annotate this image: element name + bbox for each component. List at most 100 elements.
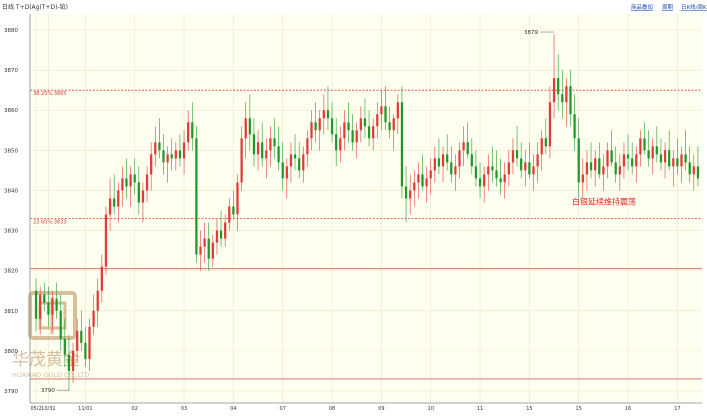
- candle-body: [92, 310, 95, 327]
- candle-body: [59, 310, 62, 339]
- candle-body: [499, 178, 502, 183]
- candle-body: [688, 162, 691, 175]
- candle-body: [536, 154, 539, 167]
- candle-body: [215, 230, 219, 243]
- candle-body: [182, 142, 186, 159]
- candle-body: [351, 130, 354, 143]
- candle-body: [680, 154, 683, 167]
- candle-body: [610, 150, 613, 163]
- candle-body: [191, 122, 194, 139]
- candle-body: [187, 122, 190, 143]
- candle-body: [585, 162, 589, 175]
- candle-body: [651, 146, 654, 159]
- candle-body: [141, 190, 145, 203]
- candle-body: [367, 126, 371, 139]
- candle-body: [413, 182, 416, 191]
- candle-body: [635, 154, 638, 167]
- candle-body: [643, 138, 646, 151]
- candle-body: [639, 138, 642, 155]
- y-tick-label: 3840: [4, 188, 18, 194]
- candle-body: [655, 146, 658, 155]
- candle-body: [466, 142, 469, 155]
- candle-body: [388, 122, 391, 131]
- candle-body: [380, 106, 383, 115]
- candle-body: [487, 166, 490, 175]
- candle-body: [330, 118, 334, 135]
- candle-body: [548, 102, 552, 147]
- candle-body: [339, 138, 342, 151]
- header-link[interactable]: 周期: [662, 4, 674, 11]
- candle-body: [569, 86, 572, 115]
- candle-body: [343, 122, 346, 139]
- candle-body: [425, 178, 428, 187]
- watermark-brand-en: HUAMAO GOLD CO.,LTD: [12, 371, 89, 379]
- candle-body: [684, 154, 687, 163]
- candle-body: [145, 174, 149, 191]
- x-tick-label: 10/31: [41, 406, 55, 412]
- candle-body: [113, 198, 116, 207]
- candle-body: [594, 158, 597, 171]
- candle-body: [224, 222, 227, 239]
- candle-body: [359, 118, 362, 131]
- y-tick-label: 3880: [4, 28, 18, 34]
- candle-body: [55, 298, 58, 311]
- y-tick-label: 3860: [4, 108, 18, 114]
- candle-body: [622, 154, 626, 167]
- candle-body: [166, 154, 169, 163]
- candle-body: [71, 350, 75, 371]
- header-link[interactable]: 日K线/周K线: [681, 3, 707, 11]
- candle-body: [306, 138, 309, 155]
- y-tick-label: 3850: [4, 148, 18, 154]
- candle-body: [631, 158, 634, 167]
- candle-body: [561, 94, 564, 103]
- candle-body: [376, 114, 379, 127]
- candle-body: [277, 146, 280, 163]
- candle-body: [557, 78, 560, 95]
- candle-body: [355, 130, 358, 143]
- candle-body: [532, 166, 535, 175]
- x-axis: 05/210/3111/0102030407080910111515161718…: [30, 406, 680, 412]
- header-link[interactable]: 商品叠加: [631, 3, 653, 11]
- y-tick-label: 3820: [4, 269, 18, 275]
- annotations: 3879 3790 白银延续维持震荡: [41, 30, 636, 394]
- candle-body: [137, 182, 140, 203]
- candle-body: [195, 138, 198, 255]
- candle-body: [104, 214, 108, 267]
- candle-body: [207, 238, 210, 259]
- y-tick-label: 3800: [4, 349, 18, 355]
- candle-body: [565, 86, 568, 103]
- candle-body: [125, 178, 128, 187]
- candle-body: [310, 122, 313, 139]
- candle-body: [692, 166, 695, 175]
- candle-body: [392, 118, 395, 131]
- candle-body: [474, 166, 478, 179]
- candle-body: [544, 138, 547, 147]
- x-tick-label: 16: [625, 406, 631, 412]
- candle-body: [614, 162, 617, 175]
- candle-body: [598, 158, 601, 175]
- candle-body: [88, 326, 91, 359]
- candle-body: [63, 338, 66, 355]
- candle-body: [203, 238, 206, 247]
- candle-body: [470, 154, 473, 167]
- candle-body: [39, 294, 42, 319]
- candle-body: [281, 162, 284, 179]
- candle-body: [528, 162, 531, 175]
- candle-body: [154, 142, 157, 155]
- x-tick-label: 03: [181, 406, 187, 412]
- watermark-brand-cn: 华茂黄金: [12, 350, 80, 370]
- x-tick-label: 09: [378, 406, 384, 412]
- candle-body: [454, 166, 457, 175]
- candle-body: [483, 174, 486, 187]
- candle-body: [581, 174, 584, 183]
- candle-body: [577, 138, 580, 183]
- candle-body: [462, 142, 465, 151]
- candle-body: [540, 138, 543, 155]
- candle-body: [133, 174, 136, 183]
- candle-body: [573, 114, 576, 139]
- candle-body: [129, 174, 132, 187]
- candle-body: [696, 166, 700, 179]
- candle-body: [170, 154, 173, 159]
